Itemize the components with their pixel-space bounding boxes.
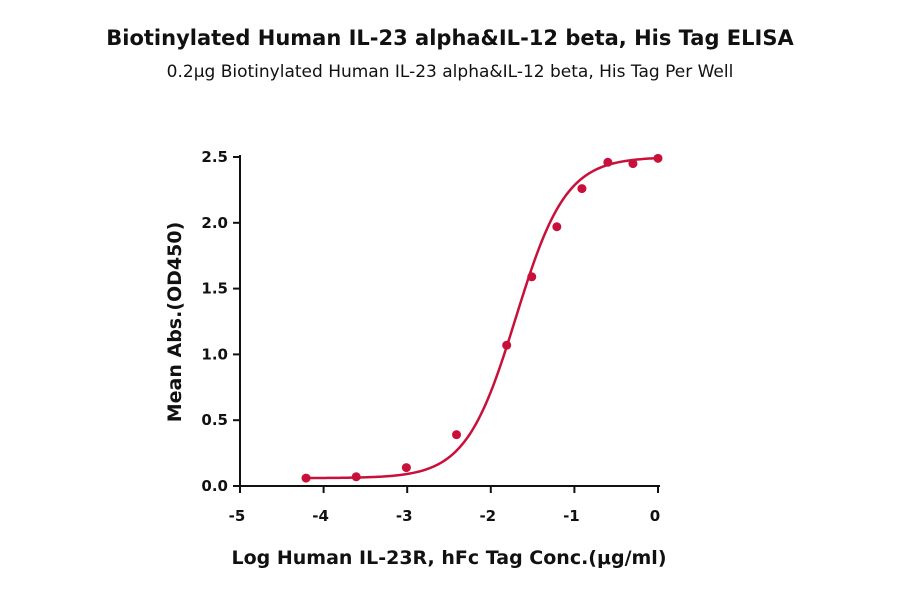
x-tick-label: -4 xyxy=(312,507,329,525)
data-points-layer xyxy=(301,153,663,483)
x-tick-label: -2 xyxy=(479,507,496,525)
data-point xyxy=(603,157,613,167)
x-tick-label: -5 xyxy=(229,507,246,525)
y-tick-label: 1.0 xyxy=(201,345,228,363)
data-point xyxy=(301,473,311,483)
y-tick-label: 2.5 xyxy=(201,148,228,166)
y-tick-label: 2.0 xyxy=(201,214,228,232)
y-tick-label: 0.0 xyxy=(201,477,228,495)
x-tick-label: -3 xyxy=(396,507,413,525)
data-point xyxy=(628,159,638,169)
chart-subtitle: 0.2μg Biotinylated Human IL-23 alpha&IL-… xyxy=(166,62,734,82)
fit-curve-layer xyxy=(306,156,659,480)
data-point xyxy=(502,340,512,350)
data-point xyxy=(527,272,537,282)
x-tick-label: -1 xyxy=(563,507,580,525)
x-tick-label: 0 xyxy=(650,507,660,525)
chart-title: Biotinylated Human IL-23 alpha&IL-12 bet… xyxy=(106,26,794,50)
data-point xyxy=(351,472,361,482)
fit-curve-line xyxy=(306,156,659,480)
axes: -5 -4 -3 -2 -1 0 0.0 0.5 1.0 1.5 2.0 2.5 xyxy=(201,148,660,525)
x-axis-label: Log Human IL-23R, hFc Tag Conc.(μg/ml) xyxy=(231,547,666,569)
y-axis-label: Mean Abs.(OD450) xyxy=(164,222,186,423)
y-tick-label: 1.5 xyxy=(201,280,228,298)
data-point xyxy=(452,430,462,440)
data-point xyxy=(577,184,587,194)
data-point xyxy=(653,153,663,163)
data-point xyxy=(552,222,562,232)
data-point xyxy=(401,463,411,473)
y-tick-label: 0.5 xyxy=(201,411,228,429)
